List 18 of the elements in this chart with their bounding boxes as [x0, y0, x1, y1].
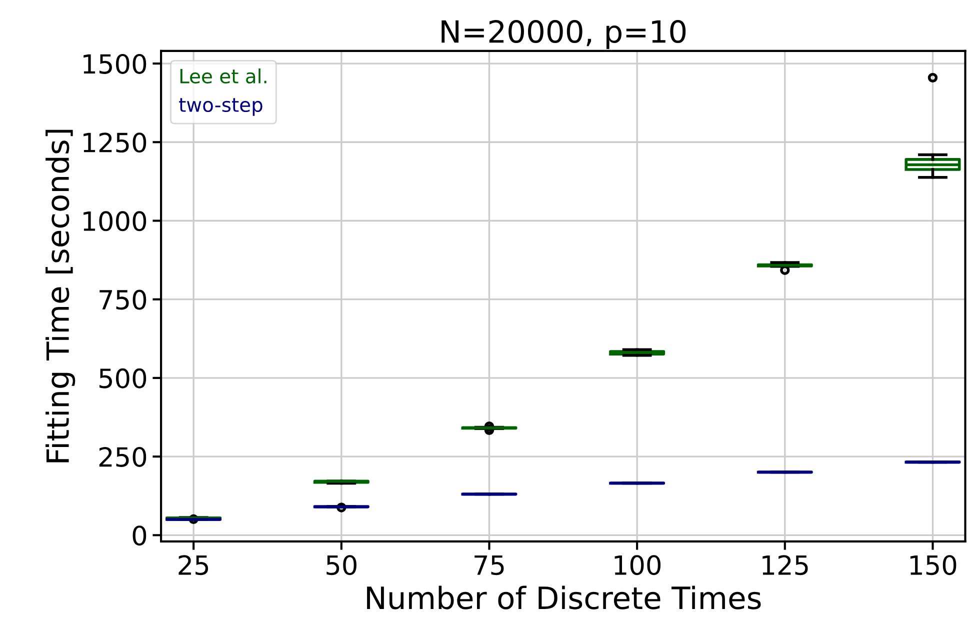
x-axis-title: Number of Discrete Times [367, 586, 761, 610]
y-tick-label: 500 [100, 368, 146, 388]
y-tick-label: 750 [100, 290, 146, 310]
x-tick-label: 75 [474, 555, 504, 576]
y-axis-title: Fitting Time [seconds] [46, 130, 76, 462]
x-tick-label: 50 [326, 555, 356, 576]
text: Lee et al. [180, 68, 266, 84]
x-tick-label: 125 [762, 555, 808, 576]
chart-title: N=20000, p=10 [442, 20, 686, 49]
y-tick-label: 1500 [84, 54, 146, 74]
y-tick-label: 1250 [84, 132, 146, 153]
text: two-step [179, 98, 262, 116]
x-tick-label: 150 [910, 555, 956, 576]
y-tick-label: 0 [132, 526, 146, 546]
x-tick-label: 25 [178, 555, 208, 576]
x-tick-label: 100 [614, 555, 660, 576]
y-tick-label: 250 [99, 447, 146, 467]
y-tick-label: 1000 [84, 211, 146, 232]
